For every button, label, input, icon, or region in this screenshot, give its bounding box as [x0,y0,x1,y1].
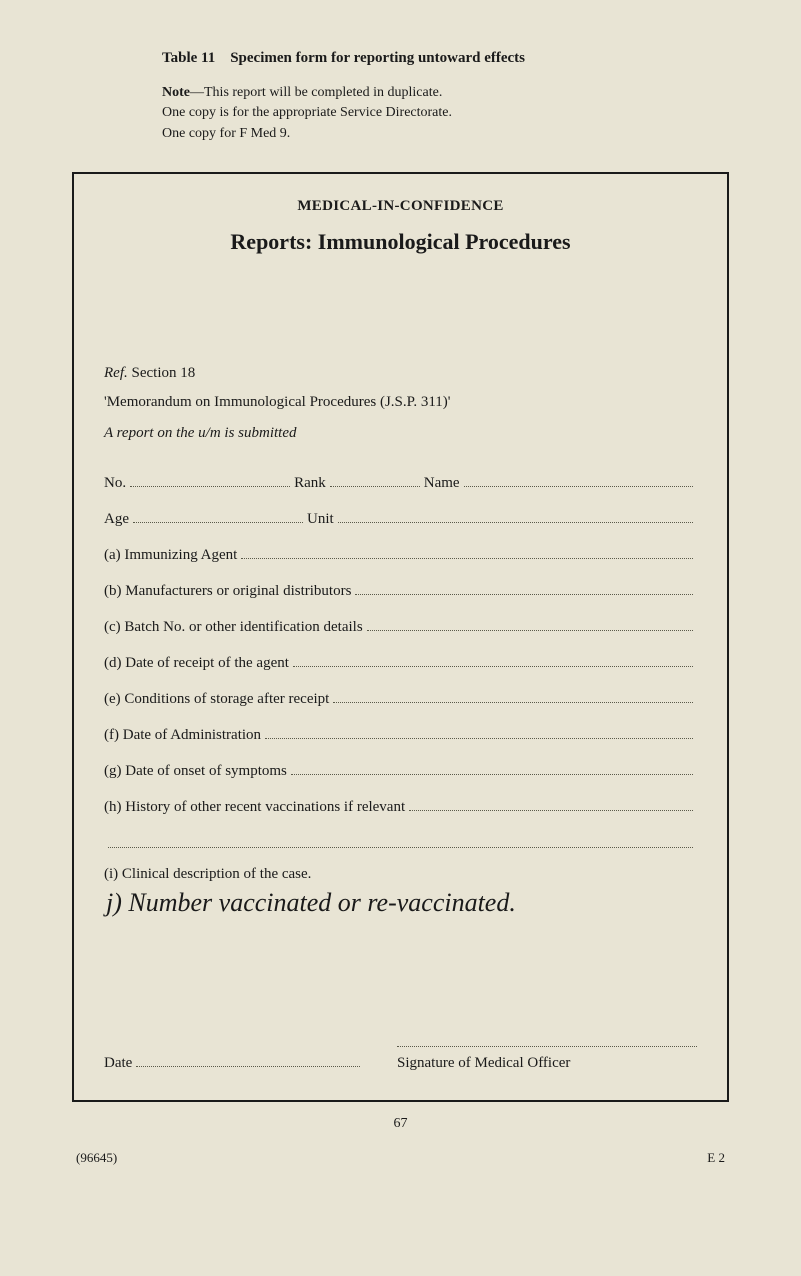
input-c[interactable] [367,616,693,631]
page-container: Table 11 Specimen form for reporting unt… [72,50,729,1166]
label-a: (a) Immunizing Agent [104,547,237,564]
form-box: MEDICAL-IN-CONFIDENCE Reports: Immunolog… [72,172,729,1102]
row-c: (c) Batch No. or other identification de… [104,616,697,636]
label-c: (c) Batch No. or other identification de… [104,619,363,636]
input-age[interactable] [133,508,303,523]
table-label: Table 11 [162,50,215,66]
row-i: (i) Clinical description of the case. [104,866,697,883]
bottom-row: Date Signature of Medical Officer [104,1033,697,1072]
handwriting-text: Number vaccinated or re-vaccinated. [128,888,515,917]
label-h: (h) History of other recent vaccinations… [104,799,405,816]
input-h-cont[interactable] [108,832,693,848]
handwriting-line: j) Number vaccinated or re-vaccinated. [106,887,697,918]
reports-title: Reports: Immunological Procedures [104,229,697,255]
label-no: No. [104,475,126,492]
table-title-text: Specimen form for reporting untoward eff… [230,50,525,66]
note-block: Note—This report will be completed in du… [162,83,729,144]
signature-label: Signature of Medical Officer [397,1055,697,1072]
label-g: (g) Date of onset of symptoms [104,763,287,780]
label-b: (b) Manufacturers or original distributo… [104,583,351,600]
label-date: Date [104,1055,132,1072]
note-label: Note [162,85,190,100]
label-d: (d) Date of receipt of the agent [104,655,289,672]
medical-header: MEDICAL-IN-CONFIDENCE [104,198,697,215]
signature-block: Signature of Medical Officer [397,1033,697,1072]
footer-row: (96645) E 2 [72,1150,729,1166]
handwriting-j: j) [106,888,122,917]
report-submit-line: A report on the u/m is submitted [104,425,697,442]
row-b: (b) Manufacturers or original distributo… [104,580,697,600]
input-rank[interactable] [330,472,420,487]
row-e: (e) Conditions of storage after receipt [104,688,697,708]
note-line-1: Note—This report will be completed in du… [162,83,729,103]
row-age-unit: Age Unit [104,508,697,528]
row-no-rank-name: No. Rank Name [104,472,697,492]
label-unit: Unit [307,511,334,528]
label-e: (e) Conditions of storage after receipt [104,691,329,708]
signature-line[interactable] [397,1033,697,1047]
label-i: (i) Clinical description of the case. [104,866,311,882]
label-rank: Rank [294,475,326,492]
input-d[interactable] [293,652,693,667]
table-title-row: Table 11 Specimen form for reporting unt… [162,50,729,67]
label-age: Age [104,511,129,528]
input-f[interactable] [265,724,693,739]
input-b[interactable] [355,580,693,595]
row-h: (h) History of other recent vaccinations… [104,796,697,816]
label-f: (f) Date of Administration [104,727,261,744]
ref-label: Ref. [104,365,128,381]
input-g[interactable] [291,760,693,775]
input-unit[interactable] [338,508,693,523]
input-date[interactable] [136,1052,360,1067]
row-d: (d) Date of receipt of the agent [104,652,697,672]
input-h[interactable] [409,796,693,811]
note-text-1: —This report will be completed in duplic… [190,85,442,100]
input-no[interactable] [130,472,290,487]
row-h-continued [104,832,697,852]
ref-text: Section 18 [128,365,196,381]
input-e[interactable] [333,688,693,703]
sheet-code: E 2 [707,1150,725,1166]
page-number: 67 [72,1116,729,1132]
row-f: (f) Date of Administration [104,724,697,744]
label-name: Name [424,475,460,492]
row-g: (g) Date of onset of symptoms [104,760,697,780]
doc-number: (96645) [76,1150,117,1166]
memo-line: 'Memorandum on Immunological Procedures … [104,394,697,411]
row-a: (a) Immunizing Agent [104,544,697,564]
ref-section: Ref. Section 18 [104,365,697,382]
date-field: Date [104,1052,364,1072]
input-name[interactable] [464,472,693,487]
note-line-3: One copy for F Med 9. [162,124,729,144]
input-a[interactable] [241,544,693,559]
note-line-2: One copy is for the appropriate Service … [162,103,729,123]
